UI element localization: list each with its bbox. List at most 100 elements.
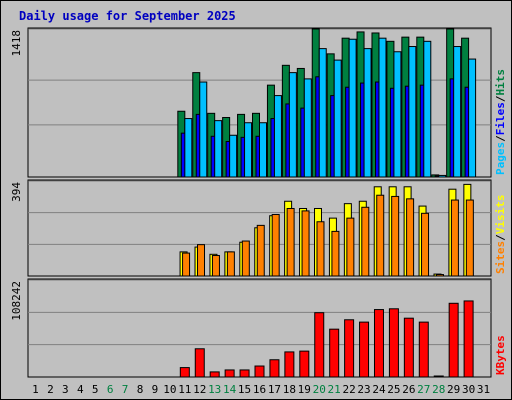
day-label-18: 18 [283,383,296,396]
day-label-8: 8 [137,383,144,396]
bar-kbytes-day-30 [463,300,474,378]
bar-pages-day-23 [363,48,372,178]
day-label-27: 27 [417,383,430,396]
bar-sites-day-18 [286,207,295,277]
bar-kbytes-day-23 [359,321,370,378]
y-max-label: 1418 [10,30,23,57]
bar-kbytes-day-20 [314,312,325,378]
bar-pages-day-17 [273,95,282,178]
bar-sites-day-28 [435,274,444,277]
day-label-24: 24 [372,383,386,396]
bar-kbytes-day-21 [329,328,340,378]
bar-sites-day-14 [226,251,235,277]
bar-sites-day-13 [211,255,220,277]
legend-entry: / [494,95,507,102]
bar-pages-day-29 [453,46,462,178]
bar-kbytes-day-29 [448,302,459,378]
y-max-label: 394 [10,182,23,202]
bar-kbytes-day-13 [209,371,220,378]
day-label-15: 15 [238,383,251,396]
bar-kbytes-day-15 [239,369,250,378]
bar-sites-day-19 [301,210,310,277]
bar-kbytes-day-19 [299,350,310,378]
day-label-19: 19 [298,383,311,396]
bar-pages-day-27 [423,40,432,178]
day-label-23: 23 [357,383,370,396]
bar-kbytes-day-17 [269,359,280,378]
day-label-4: 4 [77,383,84,396]
bar-sites-day-17 [271,214,280,277]
legend-kbytes: KBytes [494,335,507,375]
day-label-26: 26 [402,383,415,396]
bar-pages-day-21 [333,59,342,178]
legend-entry: Visits [494,195,507,235]
day-label-7: 7 [122,383,129,396]
bar-kbytes-day-28 [433,375,444,378]
bar-sites-day-15 [241,240,250,277]
day-label-14: 14 [223,383,237,396]
bar-sites-day-21 [331,230,340,277]
day-label-30: 30 [462,383,475,396]
bar-pages-day-13 [214,120,223,178]
bar-kbytes-day-14 [224,369,235,378]
day-label-1: 1 [32,383,39,396]
day-label-2: 2 [47,383,54,396]
bar-pages-day-18 [288,72,297,178]
bar-pages-day-14 [229,134,238,178]
day-label-16: 16 [253,383,266,396]
bar-pages-day-25 [393,51,402,178]
chart-title: Daily usage for September 2025 [19,9,236,23]
day-label-10: 10 [163,383,176,396]
legend-entry: Sites [494,241,507,274]
bar-sites-day-16 [256,224,265,277]
bar-kbytes-day-24 [373,309,384,378]
bar-sites-day-12 [197,244,206,277]
day-label-17: 17 [268,383,281,396]
legend-sites-visits: Sites/Visits [494,195,507,275]
day-label-20: 20 [313,383,326,396]
legend-pages-files-hits: Pages/Files/Hits [494,69,507,175]
bar-kbytes-day-11 [179,367,190,378]
bar-kbytes-day-16 [254,365,265,378]
bar-pages-day-11 [184,118,193,178]
bar-sites-day-29 [450,199,459,277]
day-label-28: 28 [432,383,445,396]
bar-kbytes-day-27 [418,321,429,378]
day-label-12: 12 [193,383,206,396]
bar-sites-day-25 [391,195,400,277]
legend-entry: Files [494,102,507,135]
day-label-21: 21 [328,383,341,396]
day-label-13: 13 [208,383,221,396]
day-label-11: 11 [178,383,191,396]
day-label-3: 3 [62,383,69,396]
bar-sites-day-23 [361,206,370,277]
legend-entry: / [494,135,507,142]
bar-pages-day-30 [468,58,477,178]
bar-pages-day-16 [259,122,267,178]
bar-sites-day-26 [406,198,415,277]
bar-pages-day-20 [318,48,327,178]
bar-kbytes-day-12 [194,348,205,378]
legend-entry: Hits [494,69,507,96]
bar-kbytes-day-25 [388,308,399,378]
bar-kbytes-day-22 [344,319,355,378]
bar-pages-day-28 [438,174,447,178]
bar-pages-day-15 [244,122,253,178]
day-label-6: 6 [107,383,114,396]
day-label-25: 25 [387,383,400,396]
day-label-5: 5 [92,383,99,396]
bar-sites-day-30 [465,199,474,277]
y-max-label: 108242 [10,281,23,321]
day-label-31: 31 [477,383,490,396]
bar-pages-day-24 [378,37,387,178]
bar-pages-day-12 [199,81,208,178]
day-label-9: 9 [152,383,159,396]
legend-entry: KBytes [494,335,507,375]
bar-sites-day-11 [182,252,191,277]
bar-sites-day-22 [346,217,355,277]
legend-entry: Pages [494,142,507,175]
day-label-22: 22 [342,383,355,396]
day-label-29: 29 [447,383,460,396]
bar-sites-day-27 [421,212,430,277]
